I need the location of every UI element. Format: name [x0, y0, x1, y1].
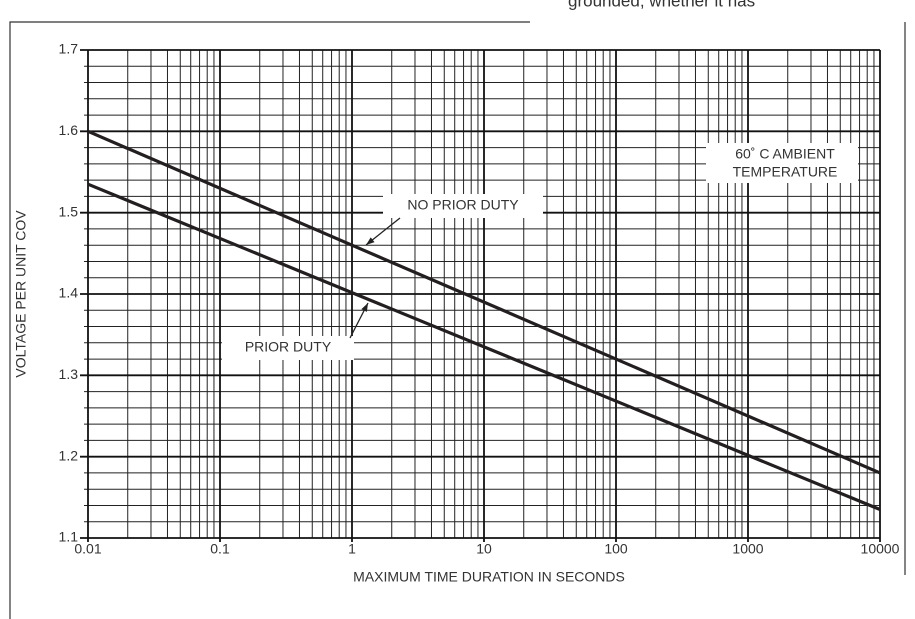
label-background — [383, 194, 543, 218]
series-line — [87, 182, 881, 512]
annotation: TEMPERATURE — [733, 164, 838, 180]
grid — [80, 49, 881, 542]
x-tick-label: 1000 — [732, 541, 763, 557]
y-tick-label: 1.1 — [59, 529, 79, 545]
y-tick-label: 1.7 — [59, 41, 79, 57]
arrow-head — [361, 303, 368, 312]
y-axis-title: VOLTAGE PER UNIT COV — [13, 210, 29, 378]
x-tick-label: 10000 — [861, 541, 900, 557]
y-tick-label: 1.3 — [59, 366, 79, 382]
y-tick-label: 1.2 — [59, 447, 79, 463]
series-label: PRIOR DUTY — [245, 339, 332, 355]
series-label: NO PRIOR DUTY — [407, 197, 519, 213]
x-tick-label: 0.1 — [210, 541, 230, 557]
y-tick-label: 1.4 — [59, 285, 79, 301]
arrow-head — [366, 237, 375, 245]
frame — [9, 21, 906, 619]
page-text: grounded, whether it has — [568, 0, 755, 10]
x-axis-title: MAXIMUM TIME DURATION IN SECONDS — [353, 569, 625, 585]
x-tick-label: 100 — [604, 541, 628, 557]
series-line — [87, 129, 881, 475]
x-tick-label: 1 — [348, 541, 356, 557]
label-background — [222, 336, 354, 360]
annotation-background — [706, 143, 858, 183]
x-tick-label: 0.01 — [74, 541, 101, 557]
y-tick-label: 1.6 — [59, 122, 79, 138]
x-tick-label: 10 — [476, 541, 492, 557]
annotation: 60˚ C AMBIENT — [735, 146, 835, 162]
y-tick-label: 1.5 — [59, 203, 79, 219]
